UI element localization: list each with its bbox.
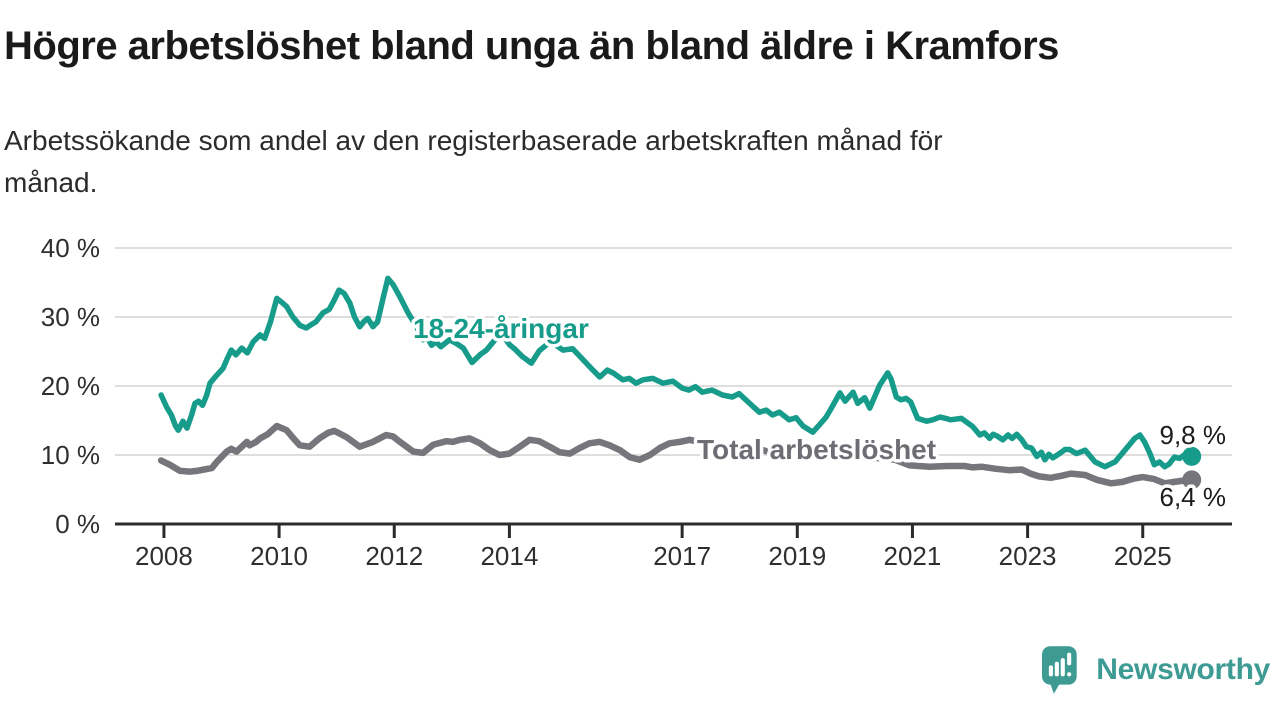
newsworthy-logo-text: Newsworthy [1096, 653, 1270, 686]
x-axis-tick-label: 2019 [768, 541, 826, 571]
logo-bubble [1042, 646, 1077, 685]
series-line-18-24-åringar [158, 275, 1195, 470]
series-layer [157, 275, 1202, 490]
y-axis-tick-label: 30 % [41, 302, 100, 332]
x-axis-tick-label: 2010 [250, 541, 308, 571]
total-end-value-label: 6,4 % [1160, 482, 1227, 512]
y-axis-tick-label: 0 % [55, 509, 100, 539]
y-axis-tick-label: 20 % [41, 371, 100, 401]
young-series-label: 18-24-åringar [413, 313, 589, 344]
x-axis-tick-label: 2017 [653, 541, 711, 571]
annotation-layer: 18-24-åringar Total arbetslöshet 9,8 % 6… [410, 310, 1230, 516]
chart-subtitle-line1: Arbetssökande som andel av den registerb… [4, 125, 943, 156]
x-axis-tick-label: 2008 [135, 541, 193, 571]
series-end-dot-Total arbetslöshet [1182, 470, 1202, 490]
total-series-label: Total arbetslöshet [697, 434, 936, 465]
newsworthy-logo: Newsworthy [1042, 646, 1270, 694]
chart-title: Högre arbetslöshet bland unga än bland ä… [4, 24, 1059, 68]
series-end-dot-18-24-åringar [1182, 446, 1202, 466]
y-axis-tick-label: 40 % [41, 233, 100, 263]
logo-exclamation-dot [1067, 672, 1072, 677]
axes-layer: 0 % 10 % 20 % 30 % 40 % 2008 2010 2012 2014 2017 2… [41, 233, 1232, 571]
logo-bar-chart-icon [1049, 652, 1072, 677]
y-axis-tick-label: 10 % [41, 440, 100, 470]
x-axis-tick-label: 2021 [884, 541, 942, 571]
young-end-value-label: 9,8 % [1160, 420, 1227, 450]
logo-bubble-tail [1049, 680, 1062, 694]
x-axis-tick-label: 2014 [480, 541, 538, 571]
x-axis-tick-label: 2012 [365, 541, 423, 571]
newsworthy-logo-icon [1042, 646, 1077, 694]
chart-subtitle: Arbetssökande som andel av den registerb… [4, 120, 1224, 204]
x-axis-tick-label: 2025 [1114, 541, 1172, 571]
x-axis-tick-label: 2023 [999, 541, 1057, 571]
chart-subtitle-line2: månad. [4, 167, 98, 198]
series-line-Total arbetslöshet [157, 422, 1195, 487]
gridlines-layer [115, 247, 1232, 456]
logo-exclamation-bar [1067, 652, 1072, 666]
